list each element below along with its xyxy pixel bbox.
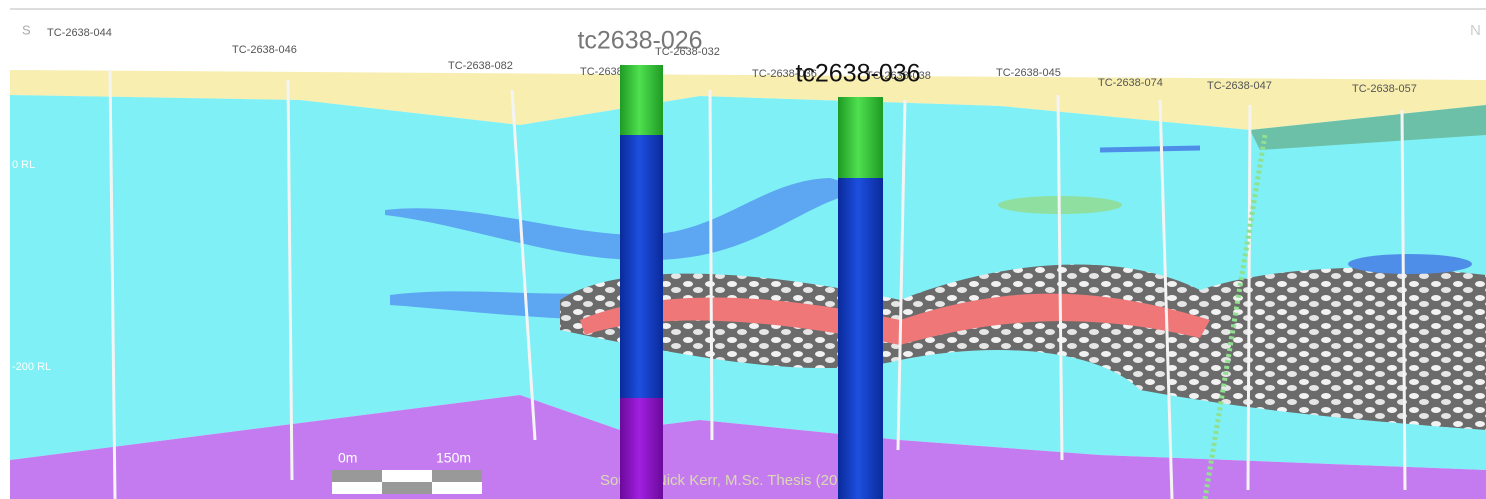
geology: 0m 150m Source: Nick Kerr, M.Sc. Thesis … [10, 8, 1486, 499]
scale-start: 0m [338, 450, 357, 466]
hole-label: TC-2638-047 [1207, 80, 1272, 92]
hole-label: TC-2638-038 [866, 70, 931, 82]
drillhole: tc2638-026 [577, 27, 703, 499]
north-label: N [1470, 22, 1481, 39]
hole-label: TC-2638-057 [1352, 83, 1417, 95]
hole-label: TC-2638-044 [47, 27, 112, 39]
level-label: 0 RL [12, 159, 35, 171]
drillhole: tc2638-036 [795, 60, 921, 499]
scale-bar: 0m 150m [332, 450, 482, 494]
hole-label: TC-2638-082 [448, 60, 513, 72]
hole-label: TC-2638-046 [232, 44, 297, 56]
hole-label: TC-2638-036 [752, 68, 817, 80]
hole-label: TC-2638-074 [1098, 77, 1163, 89]
hole-label: TC-2638-045 [996, 67, 1061, 79]
drillhole-label: tc2638-036 [795, 60, 920, 88]
hole-label: TC-2638-032 [655, 46, 720, 58]
drillhole-label: tc2638-026 [577, 27, 702, 55]
source: Source: Nick Kerr, M.Sc. Thesis (2012) [600, 472, 859, 489]
scale-end: 150m [436, 450, 471, 466]
south-label: S [22, 22, 31, 37]
level-label: -200 RL [12, 361, 51, 373]
